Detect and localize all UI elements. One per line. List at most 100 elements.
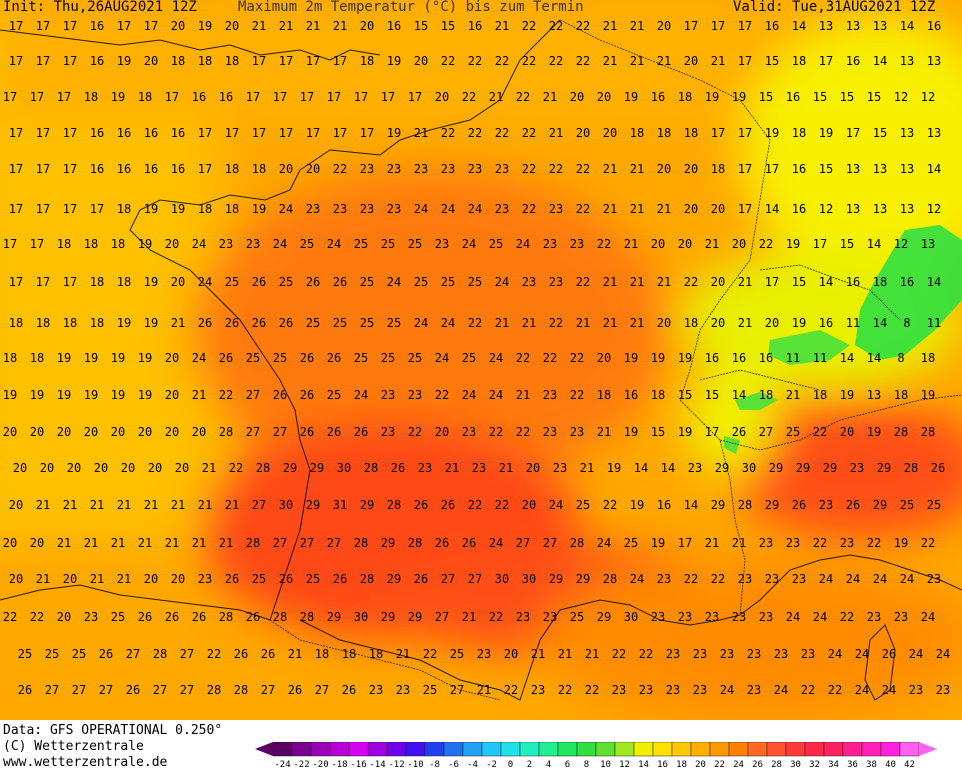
legend-tick-label: 38 [866,760,877,770]
temperature-value: 17 [711,19,725,33]
temperature-value: 18 [90,316,104,330]
temperature-value: 24 [855,683,869,697]
temperature-value: 21 [117,498,131,512]
border-pyrenees [269,619,501,701]
temperature-value: 19 [867,425,881,439]
temperature-value: 25 [624,536,638,550]
temperature-value: 27 [468,572,482,586]
temperature-value: 18 [9,316,23,330]
temperature-value: 22 [522,162,536,176]
legend-tick-label: 40 [885,760,896,770]
temperature-value: 20 [144,54,158,68]
temperature-value: 23 [396,683,410,697]
temperature-value: 28 [234,683,248,697]
temperature-value: 20 [711,202,725,216]
temperature-value: 26 [246,610,260,624]
website-link[interactable]: www.wetterzentrale.de [3,755,168,770]
temperature-value: 21 [657,202,671,216]
temperature-value: 23 [543,610,557,624]
temperature-value: 17 [3,90,17,104]
temperature-value: 17 [3,237,17,251]
legend-swatch [329,742,350,757]
legend-tick-label: -10 [407,760,423,770]
temperature-value: 25 [414,275,428,289]
legend-swatch [519,742,540,757]
temperature-value: 18 [921,351,935,365]
temperature-value: 18 [3,351,17,365]
temperature-value: 18 [360,54,374,68]
temperature-value: 13 [873,162,887,176]
temperature-value: 16 [732,351,746,365]
temperature-value: 17 [327,90,341,104]
temperature-value: 11 [846,316,860,330]
temperature-value: 17 [279,126,293,140]
temperature-value: 16 [792,202,806,216]
temperature-value: 21 [138,536,152,550]
temperature-value: 17 [333,126,347,140]
temperature-value: 17 [738,54,752,68]
temperature-value: 23 [693,647,707,661]
temperature-value: 22 [522,202,536,216]
temperature-value: 23 [387,202,401,216]
temperature-value: 14 [927,162,941,176]
temperature-value: 19 [252,202,266,216]
temperature-value: 21 [603,19,617,33]
temperature-value: 17 [306,126,320,140]
temperature-value: 21 [543,90,557,104]
temperature-value: 26 [219,351,233,365]
temperature-value: 29 [283,461,297,475]
temperature-value: 26 [225,572,239,586]
temperature-value: 20 [121,461,135,475]
legend-swatch [899,742,920,757]
temperature-value: 25 [72,647,86,661]
temperature-value: 17 [354,90,368,104]
temperature-value: 26 [306,275,320,289]
temperature-value: 14 [634,461,648,475]
temperature-value: 30 [522,572,536,586]
temperature-value: 21 [192,536,206,550]
temperature-value: 21 [219,536,233,550]
temperature-value: 20 [765,316,779,330]
temperature-value: 17 [273,90,287,104]
temperature-value: 20 [657,19,671,33]
temperature-value: 23 [867,610,881,624]
temperature-value: 16 [468,19,482,33]
temperature-value: 19 [57,388,71,402]
temperature-value: 27 [543,536,557,550]
temperature-value: 17 [813,237,827,251]
temperature-value: 26 [300,351,314,365]
temperature-value: 24 [414,202,428,216]
temperature-value: 13 [873,202,887,216]
temperature-value: 22 [516,351,530,365]
legend-swatch [747,742,768,757]
legend-tick-label: 42 [904,760,915,770]
legend-tick-label: 26 [752,760,763,770]
temperature-value: 21 [279,19,293,33]
temperature-value: 20 [651,237,665,251]
temperature-value: 22 [585,683,599,697]
temperature-value: 27 [126,647,140,661]
temperature-value: 24 [882,683,896,697]
temperature-value: 13 [867,388,881,402]
legend-swatch [880,742,901,757]
temperature-value: 21 [225,498,239,512]
data-source-label: Data: GFS OPERATIONAL 0.250° [3,723,223,738]
temperature-value: 19 [651,351,665,365]
temperature-value: 24 [900,572,914,586]
temperature-value: 20 [165,388,179,402]
temperature-value: 23 [246,237,260,251]
legend-swatch [823,742,844,757]
temperature-value: 26 [279,572,293,586]
temperature-value: 18 [684,316,698,330]
temperature-value: 28 [738,498,752,512]
temperature-value: 22 [840,610,854,624]
temperature-value: 18 [225,54,239,68]
temperature-value: 23 [840,536,854,550]
temperature-value: 21 [414,126,428,140]
temperature-value: 17 [117,19,131,33]
temperature-value: 25 [408,351,422,365]
temperature-value: 29 [769,461,783,475]
temperature-value: 17 [36,19,50,33]
legend-tick-label: 20 [695,760,706,770]
temperature-value: 30 [279,498,293,512]
